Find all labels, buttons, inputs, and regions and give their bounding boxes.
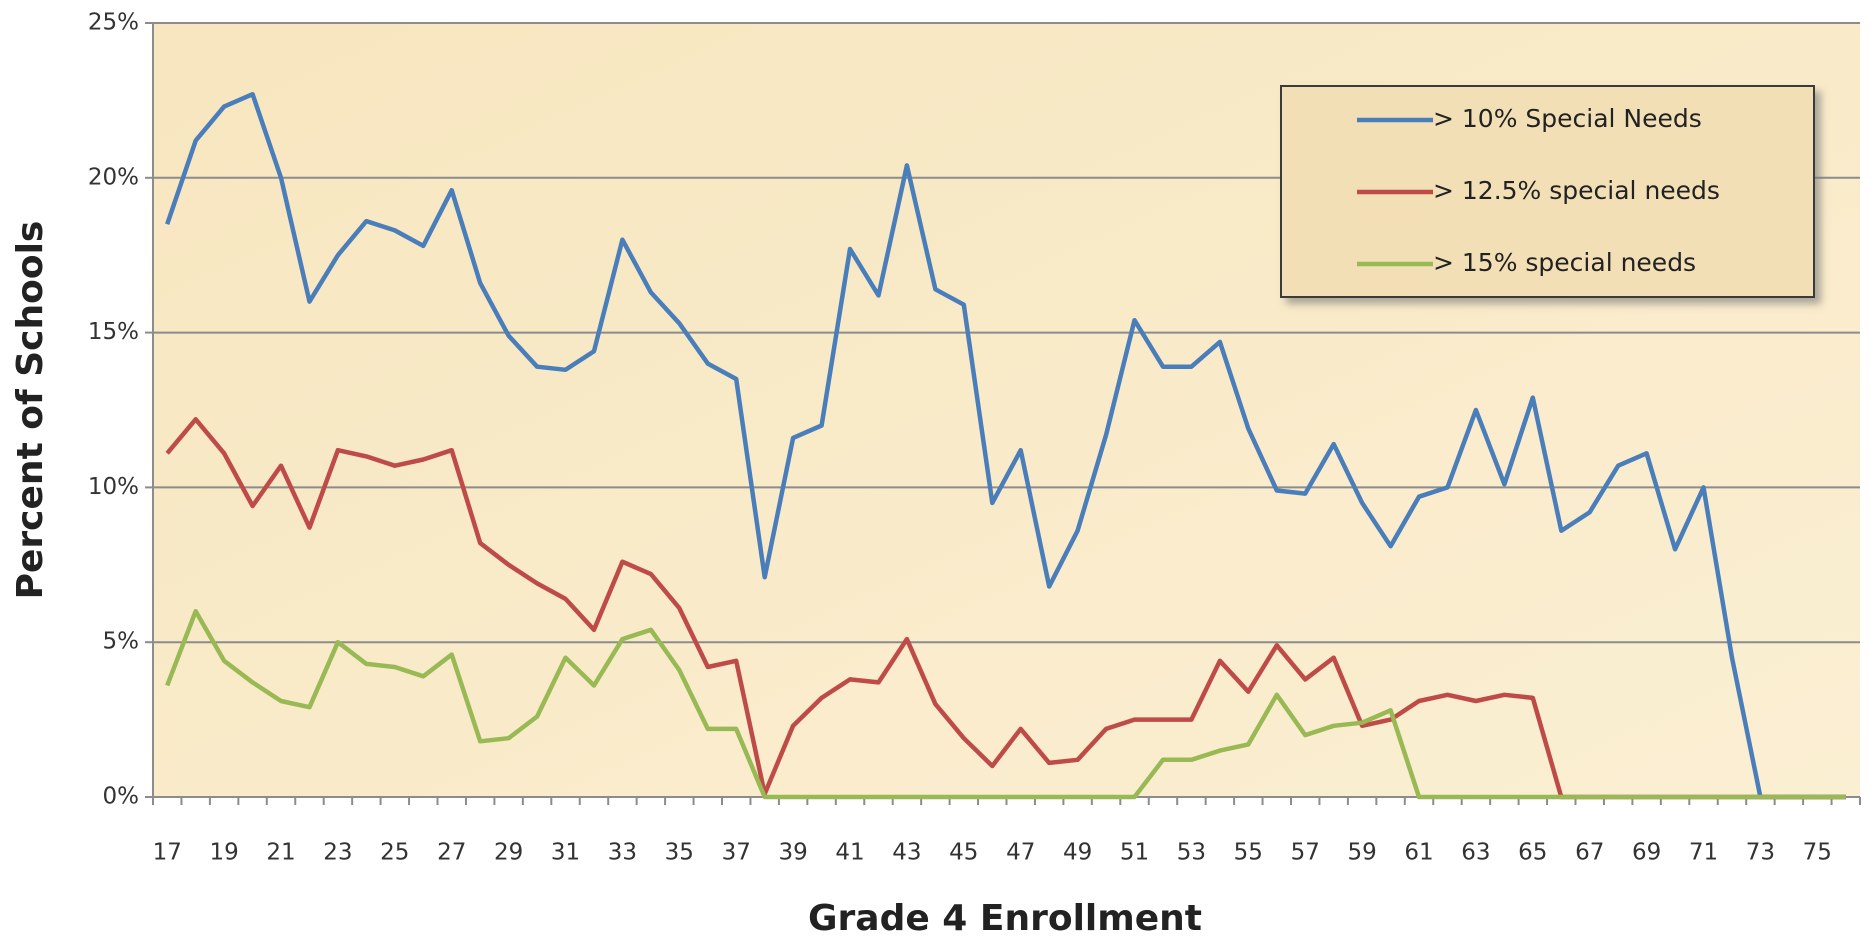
x-tick-label: 19 [209,840,238,866]
x-tick-label: 53 [1177,840,1206,866]
x-tick-label: 39 [778,840,807,866]
x-tick-label: 71 [1689,840,1718,866]
y-tick-label: 0% [103,784,140,810]
x-tick-label: 43 [892,840,921,866]
legend-label: > 15% special needs [1433,248,1696,277]
series-line [165,608,1846,800]
y-tick-label: 10% [88,474,139,500]
x-tick-label: 17 [153,840,182,866]
x-tick-label: 41 [835,840,864,866]
x-tick-label: 47 [1006,840,1035,866]
legend-label: > 10% Special Needs [1433,104,1702,133]
x-tick-label: 31 [551,840,580,866]
y-tick-label: 15% [88,319,139,345]
x-tick-label: 25 [380,840,409,866]
x-tick-label: 65 [1518,840,1547,866]
y-tick-label: 20% [88,164,139,190]
x-tick-label: 35 [665,840,694,866]
x-tick-label: 45 [949,840,978,866]
x-tick-label: 33 [608,840,637,866]
x-tick-label: 61 [1404,840,1433,866]
x-tick-label: 21 [266,840,295,866]
x-tick-label: 63 [1461,840,1490,866]
x-tick-label: 55 [1234,840,1263,866]
x-tick-label: 67 [1575,840,1604,866]
x-axis-title: Grade 4 Enrollment [808,898,1202,939]
x-tick-label: 51 [1120,840,1149,866]
x-tick-label: 75 [1803,840,1832,866]
x-tick-label: 27 [437,840,466,866]
x-tick-label: 23 [323,840,352,866]
y-tick-label: 25% [88,10,139,36]
x-tick-label: 73 [1746,840,1775,866]
legend-label: > 12.5% special needs [1433,176,1720,205]
x-tick-label: 59 [1347,840,1376,866]
y-tick-label: 5% [103,629,140,655]
x-tick-label: 69 [1632,840,1661,866]
y-axis-title: Percent of Schools [10,221,51,600]
x-tick-label: 29 [494,840,523,866]
x-tick-label: 49 [1063,840,1092,866]
x-tick-label: 37 [722,840,751,866]
series-line [165,91,1846,800]
x-tick-label: 57 [1291,840,1320,866]
